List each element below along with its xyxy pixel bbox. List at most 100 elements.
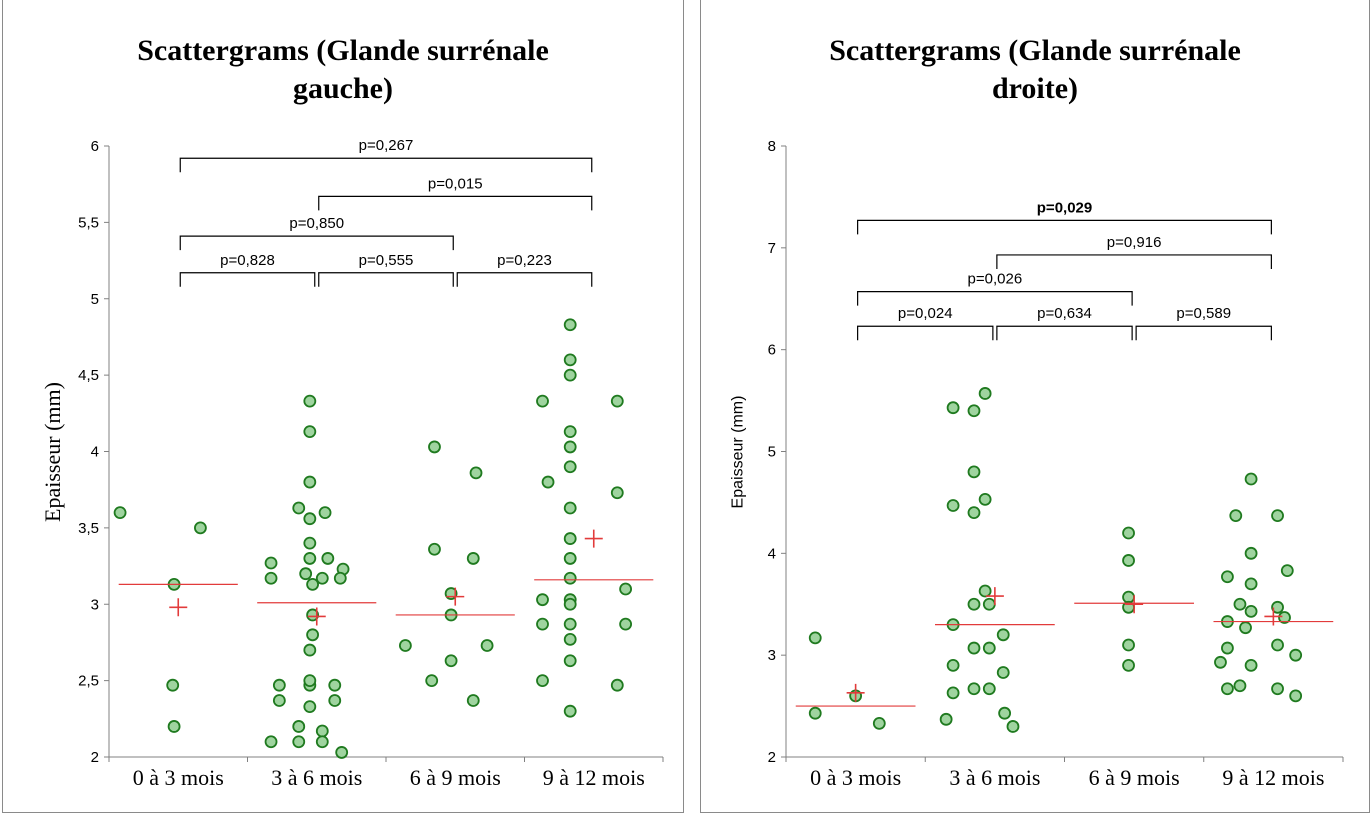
data-point xyxy=(398,639,412,652)
data-point xyxy=(1006,720,1020,733)
data-point xyxy=(610,678,624,692)
significance-bracket xyxy=(318,195,593,211)
data-point xyxy=(306,577,319,591)
y-tick-label: 5 xyxy=(768,444,776,461)
mean-plus-marker xyxy=(446,587,465,606)
data-point xyxy=(1280,564,1294,578)
data-point xyxy=(1244,472,1258,486)
p-value-label: p=0,828 xyxy=(220,252,275,269)
data-point xyxy=(967,506,981,519)
y-tick-label: 3,5 xyxy=(78,520,99,537)
y-tick-label: 2 xyxy=(768,749,776,766)
chart-title-left: Scattergrams (Glande surrénale gauche) xyxy=(3,32,683,108)
data-point xyxy=(303,394,317,408)
x-tick-label: 6 à 9 mois xyxy=(410,765,501,790)
significance-bracket xyxy=(996,325,1133,341)
data-point xyxy=(303,536,317,550)
data-point xyxy=(1122,658,1135,672)
data-point xyxy=(563,617,577,631)
scatter-plot-right: 2 3 4 5 6 7 8 0 à 3 mois 3 à 6 mois 6 à 9 mois 9 à… xyxy=(768,138,1344,790)
y-tick-label: 6 xyxy=(768,342,776,359)
significance-bracket xyxy=(179,157,593,173)
data-point xyxy=(1233,597,1247,611)
data-point xyxy=(610,486,624,500)
y-tick-label: 7 xyxy=(768,240,776,257)
data-point xyxy=(1244,546,1258,560)
data-point xyxy=(967,641,981,655)
data-point xyxy=(619,617,633,631)
data-point xyxy=(541,475,555,489)
significance-bracket xyxy=(1135,325,1272,341)
data-point xyxy=(563,501,577,515)
y-tick-label: 3 xyxy=(91,596,99,613)
data-point xyxy=(536,617,549,631)
data-point xyxy=(303,700,317,713)
data-point xyxy=(303,643,317,657)
data-point xyxy=(563,632,577,646)
data-point xyxy=(303,674,317,688)
p-value-label: p=0,916 xyxy=(1107,234,1162,251)
data-point xyxy=(303,425,317,439)
chart-panel-left: Scattergrams (Glande surrénale gauche) E… xyxy=(2,0,684,813)
data-point xyxy=(1221,641,1234,655)
mean-plus-marker xyxy=(169,598,188,617)
data-point xyxy=(1122,638,1135,652)
data-point xyxy=(563,368,577,382)
data-point xyxy=(292,735,306,749)
data-point xyxy=(563,353,577,367)
data-point xyxy=(272,678,286,692)
mean-plus-marker xyxy=(307,607,326,626)
p-value-label: p=0,026 xyxy=(968,271,1023,288)
p-value-label: p=0,024 xyxy=(898,305,953,322)
data-point xyxy=(428,542,441,556)
data-point xyxy=(563,440,577,454)
p-value-label: p=0,850 xyxy=(289,215,344,232)
data-point xyxy=(1244,658,1258,672)
data-point xyxy=(1271,509,1284,523)
data-point xyxy=(167,720,181,733)
p-value-label: p=0,223 xyxy=(497,252,552,269)
data-point xyxy=(563,460,577,474)
data-point xyxy=(1122,526,1135,540)
data-point xyxy=(306,628,319,642)
y-tick-label: 5,5 xyxy=(78,214,99,231)
data-point xyxy=(264,571,278,585)
x-tick-label: 3 à 6 mois xyxy=(271,765,362,790)
data-point xyxy=(1221,570,1234,584)
x-tick-label: 9 à 12 mois xyxy=(543,765,645,790)
data-point xyxy=(998,706,1012,720)
data-point xyxy=(1278,611,1291,624)
data-point xyxy=(1221,682,1234,696)
data-point xyxy=(967,597,981,611)
chart-title-line-1: Scattergrams (Glande surrénale xyxy=(829,34,1241,67)
significance-bracket xyxy=(318,272,454,287)
mean-plus-marker xyxy=(1125,595,1144,614)
data-point xyxy=(335,746,349,759)
data-point xyxy=(1289,648,1303,662)
chart-panel-right: Scattergrams (Glande surrénale droite) E… xyxy=(700,0,1370,813)
significance-bracket xyxy=(857,325,994,341)
p-value-label: p=0,029 xyxy=(1037,199,1092,216)
data-point xyxy=(264,556,278,570)
data-point xyxy=(466,694,480,707)
data-point xyxy=(303,475,317,489)
data-point xyxy=(1244,604,1258,618)
data-point xyxy=(808,706,822,720)
x-tick-label: 0 à 3 mois xyxy=(810,765,901,790)
significance-bracket xyxy=(857,291,1133,306)
mean-plus-marker xyxy=(584,529,603,548)
data-point xyxy=(996,628,1010,642)
data-point xyxy=(1289,689,1303,703)
data-point xyxy=(967,465,981,479)
p-value-label: p=0,634 xyxy=(1037,305,1092,322)
data-point xyxy=(563,597,577,611)
p-value-label: p=0,589 xyxy=(1176,305,1231,322)
p-value-label: p=0,555 xyxy=(359,252,414,269)
data-point xyxy=(466,552,480,565)
data-point xyxy=(619,582,633,596)
data-point xyxy=(1271,638,1284,652)
data-point xyxy=(967,682,981,696)
data-point xyxy=(563,318,577,332)
y-tick-label: 2,5 xyxy=(78,673,99,690)
data-point xyxy=(872,716,886,730)
